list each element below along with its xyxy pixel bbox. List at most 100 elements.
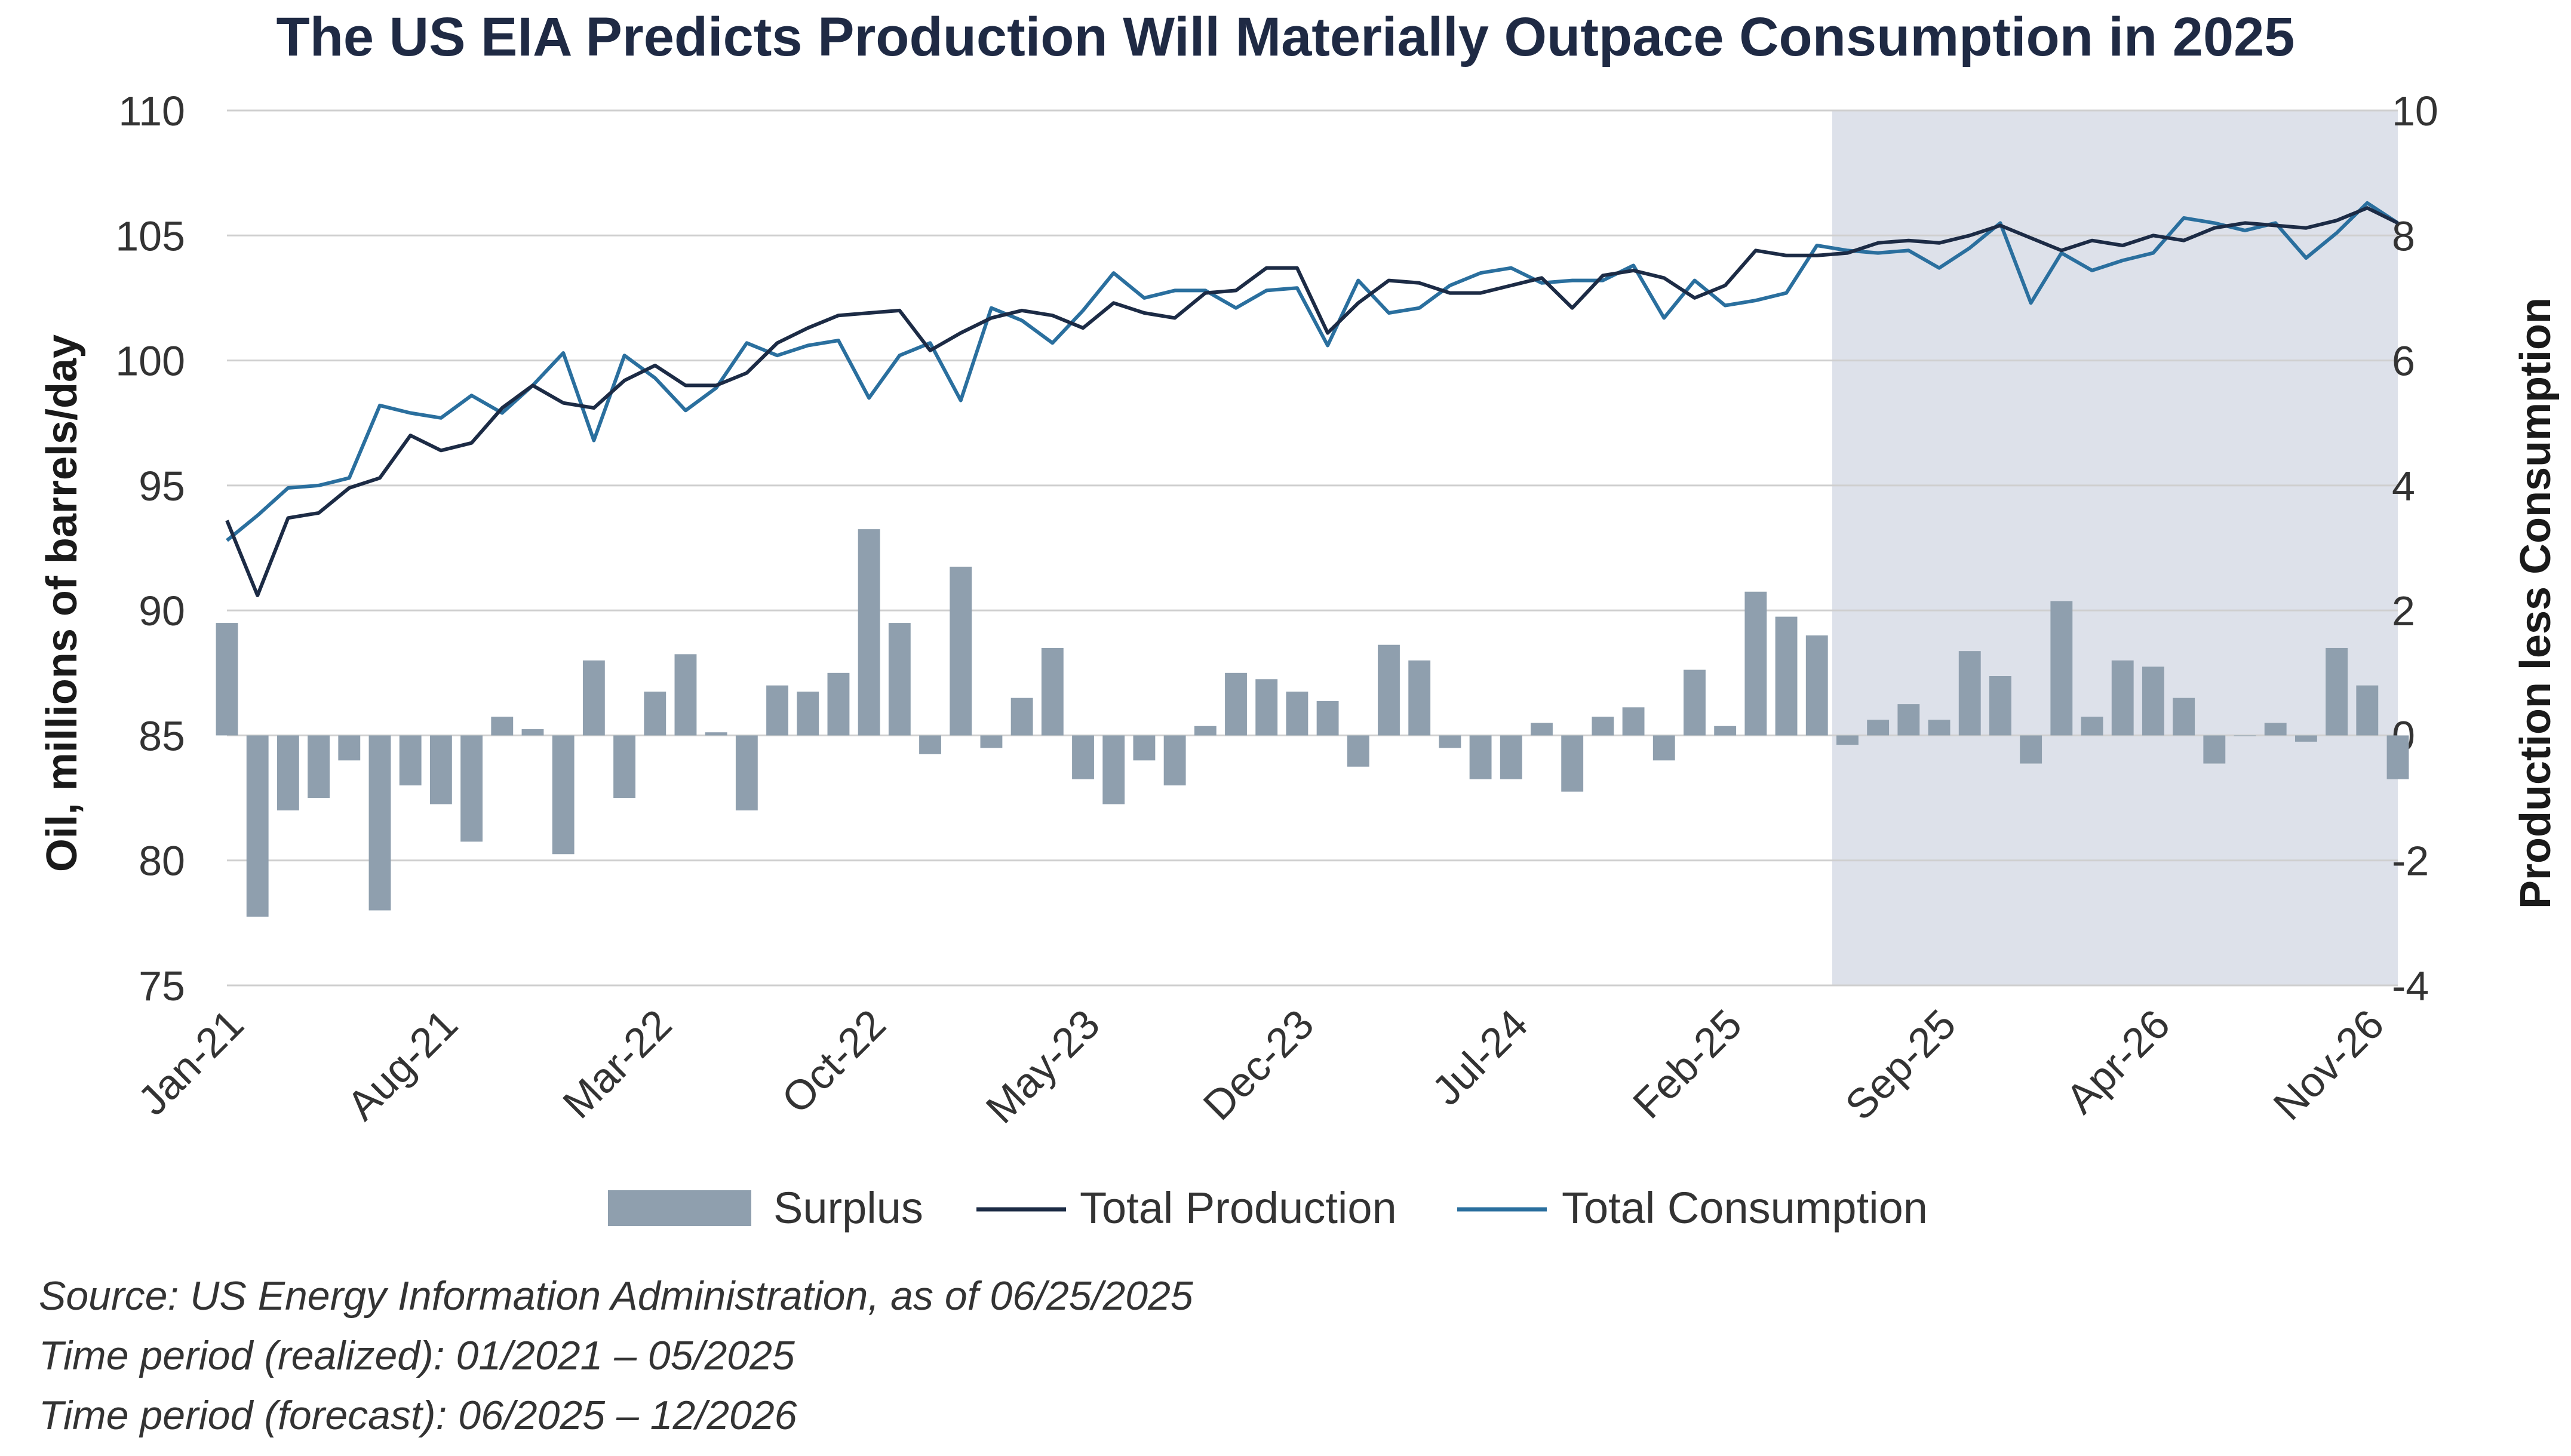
surplus-bar: [1500, 735, 1522, 779]
right-tick-label: -4: [2392, 963, 2429, 1009]
left-tick-label: 100: [115, 338, 185, 385]
surplus-bar: [766, 685, 788, 736]
x-tick-label: May-23: [977, 1000, 1108, 1132]
legend-production-label: Total Production: [1080, 1183, 1397, 1233]
right-axis-title: Production less Consumption: [2512, 297, 2560, 909]
surplus-bar: [1072, 735, 1094, 779]
surplus-bar: [2111, 660, 2134, 736]
x-tick-label: Nov-26: [2265, 1000, 2393, 1129]
surplus-bar: [797, 692, 819, 736]
x-tick-label: Dec-23: [1194, 1000, 1323, 1129]
surplus-bar: [1531, 723, 1553, 736]
gridlines: [227, 109, 2398, 987]
legend-surplus-swatch: [608, 1190, 751, 1226]
surplus-bar: [1255, 679, 1278, 736]
surplus-bar: [277, 735, 299, 810]
surplus-bar: [1561, 735, 1584, 792]
surplus-bar: [2234, 735, 2256, 736]
surplus-bar: [1744, 591, 1767, 736]
surplus-bar: [2050, 601, 2073, 736]
surplus-bar: [1041, 647, 1064, 736]
surplus-bar: [1347, 735, 1369, 767]
surplus-bar: [1958, 651, 1981, 736]
surplus-bar: [2294, 735, 2317, 742]
right-tick-label: 4: [2392, 463, 2415, 509]
chart-notes: Source: US Energy Information Administra…: [39, 1266, 1193, 1445]
realized-period-note: Time period (realized): 01/2021 – 05/202…: [39, 1333, 795, 1378]
surplus-bar: [827, 672, 850, 736]
surplus-bar: [919, 735, 941, 754]
surplus-bar: [888, 623, 911, 736]
right-axis-ticks: -4-20246810: [2392, 88, 2438, 1009]
surplus-bar: [1897, 704, 1920, 736]
left-tick-label: 85: [139, 712, 185, 759]
surplus-bar: [308, 735, 330, 798]
surplus-bar: [521, 729, 544, 736]
surplus-bar: [338, 735, 361, 761]
surplus-bar: [1133, 735, 1156, 761]
surplus-bar: [582, 660, 605, 736]
surplus-bar: [2173, 698, 2195, 736]
surplus-bar: [1286, 692, 1308, 736]
surplus-bar: [1408, 660, 1431, 736]
left-axis-ticks: 75 80 85 90 95 100 105 110: [115, 88, 185, 1009]
legend: Surplus Total Production Total Consumpti…: [608, 1183, 1928, 1233]
surplus-bar: [2142, 666, 2164, 736]
x-tick-label: Apr-26: [2057, 1000, 2179, 1122]
left-axis-title: Oil, millions of barrels/day: [38, 334, 86, 872]
surplus-bar: [2081, 717, 2103, 736]
surplus-bar: [613, 735, 635, 798]
right-tick-label: 10: [2392, 88, 2438, 134]
surplus-bar: [399, 735, 422, 786]
x-tick-label: Oct-22: [773, 1000, 895, 1122]
surplus-bar: [2386, 735, 2409, 779]
surplus-bar: [735, 735, 758, 810]
total-production-line: [225, 206, 2399, 597]
surplus-bar: [950, 566, 972, 736]
left-tick-label: 105: [115, 213, 185, 259]
surplus-bar: [1867, 720, 1890, 736]
x-tick-label: Sep-25: [1836, 1000, 1965, 1129]
x-tick-label: Jul-24: [1423, 1000, 1537, 1114]
right-tick-label: 2: [2392, 588, 2415, 634]
surplus-bar: [674, 654, 697, 736]
x-tick-label: Mar-22: [554, 1000, 680, 1127]
surplus-bar: [1714, 726, 1737, 736]
left-tick-label: 80: [139, 838, 185, 884]
surplus-bar: [1163, 735, 1186, 786]
surplus-bar: [1684, 669, 1706, 736]
source-note: Source: US Energy Information Administra…: [39, 1273, 1193, 1319]
surplus-bar: [1836, 735, 1859, 745]
surplus-bar: [1010, 698, 1033, 736]
surplus-bar: [1775, 616, 1798, 736]
surplus-bar: [858, 529, 880, 736]
left-tick-label: 75: [139, 963, 185, 1009]
right-tick-label: -2: [2392, 838, 2429, 884]
surplus-bar: [644, 692, 666, 736]
surplus-bar: [1102, 735, 1125, 804]
surplus-bar: [1439, 735, 1461, 748]
x-axis-ticks: Jan-21 Aug-21 Mar-22 Oct-22 May-23 Dec-23 Jul-…: [129, 1000, 2392, 1132]
surplus-bar: [2326, 647, 2348, 736]
x-tick-label: Aug-21: [338, 1000, 466, 1129]
right-tick-label: 6: [2392, 338, 2415, 385]
forecast-period-note: Time period (forecast): 06/2025 – 12/202…: [39, 1393, 797, 1438]
surplus-bar: [1592, 717, 1614, 736]
surplus-bar: [1225, 672, 1247, 736]
total-consumption-line: [226, 201, 2399, 542]
surplus-bar: [246, 735, 269, 917]
surplus-bar: [1928, 720, 1950, 736]
surplus-bar: [2020, 735, 2042, 764]
left-tick-label: 95: [139, 463, 185, 509]
surplus-bar: [2264, 723, 2287, 736]
surplus-bar: [1652, 735, 1675, 761]
surplus-bar: [1316, 701, 1339, 736]
surplus-bar: [1378, 644, 1400, 736]
legend-consumption-label: Total Consumption: [1562, 1183, 1928, 1233]
chart-title: The US EIA Predicts Production Will Mate…: [276, 7, 2295, 67]
surplus-bar: [429, 735, 452, 804]
surplus-bar: [705, 732, 727, 736]
surplus-bar: [368, 735, 391, 911]
surplus-bar: [1805, 635, 1828, 736]
